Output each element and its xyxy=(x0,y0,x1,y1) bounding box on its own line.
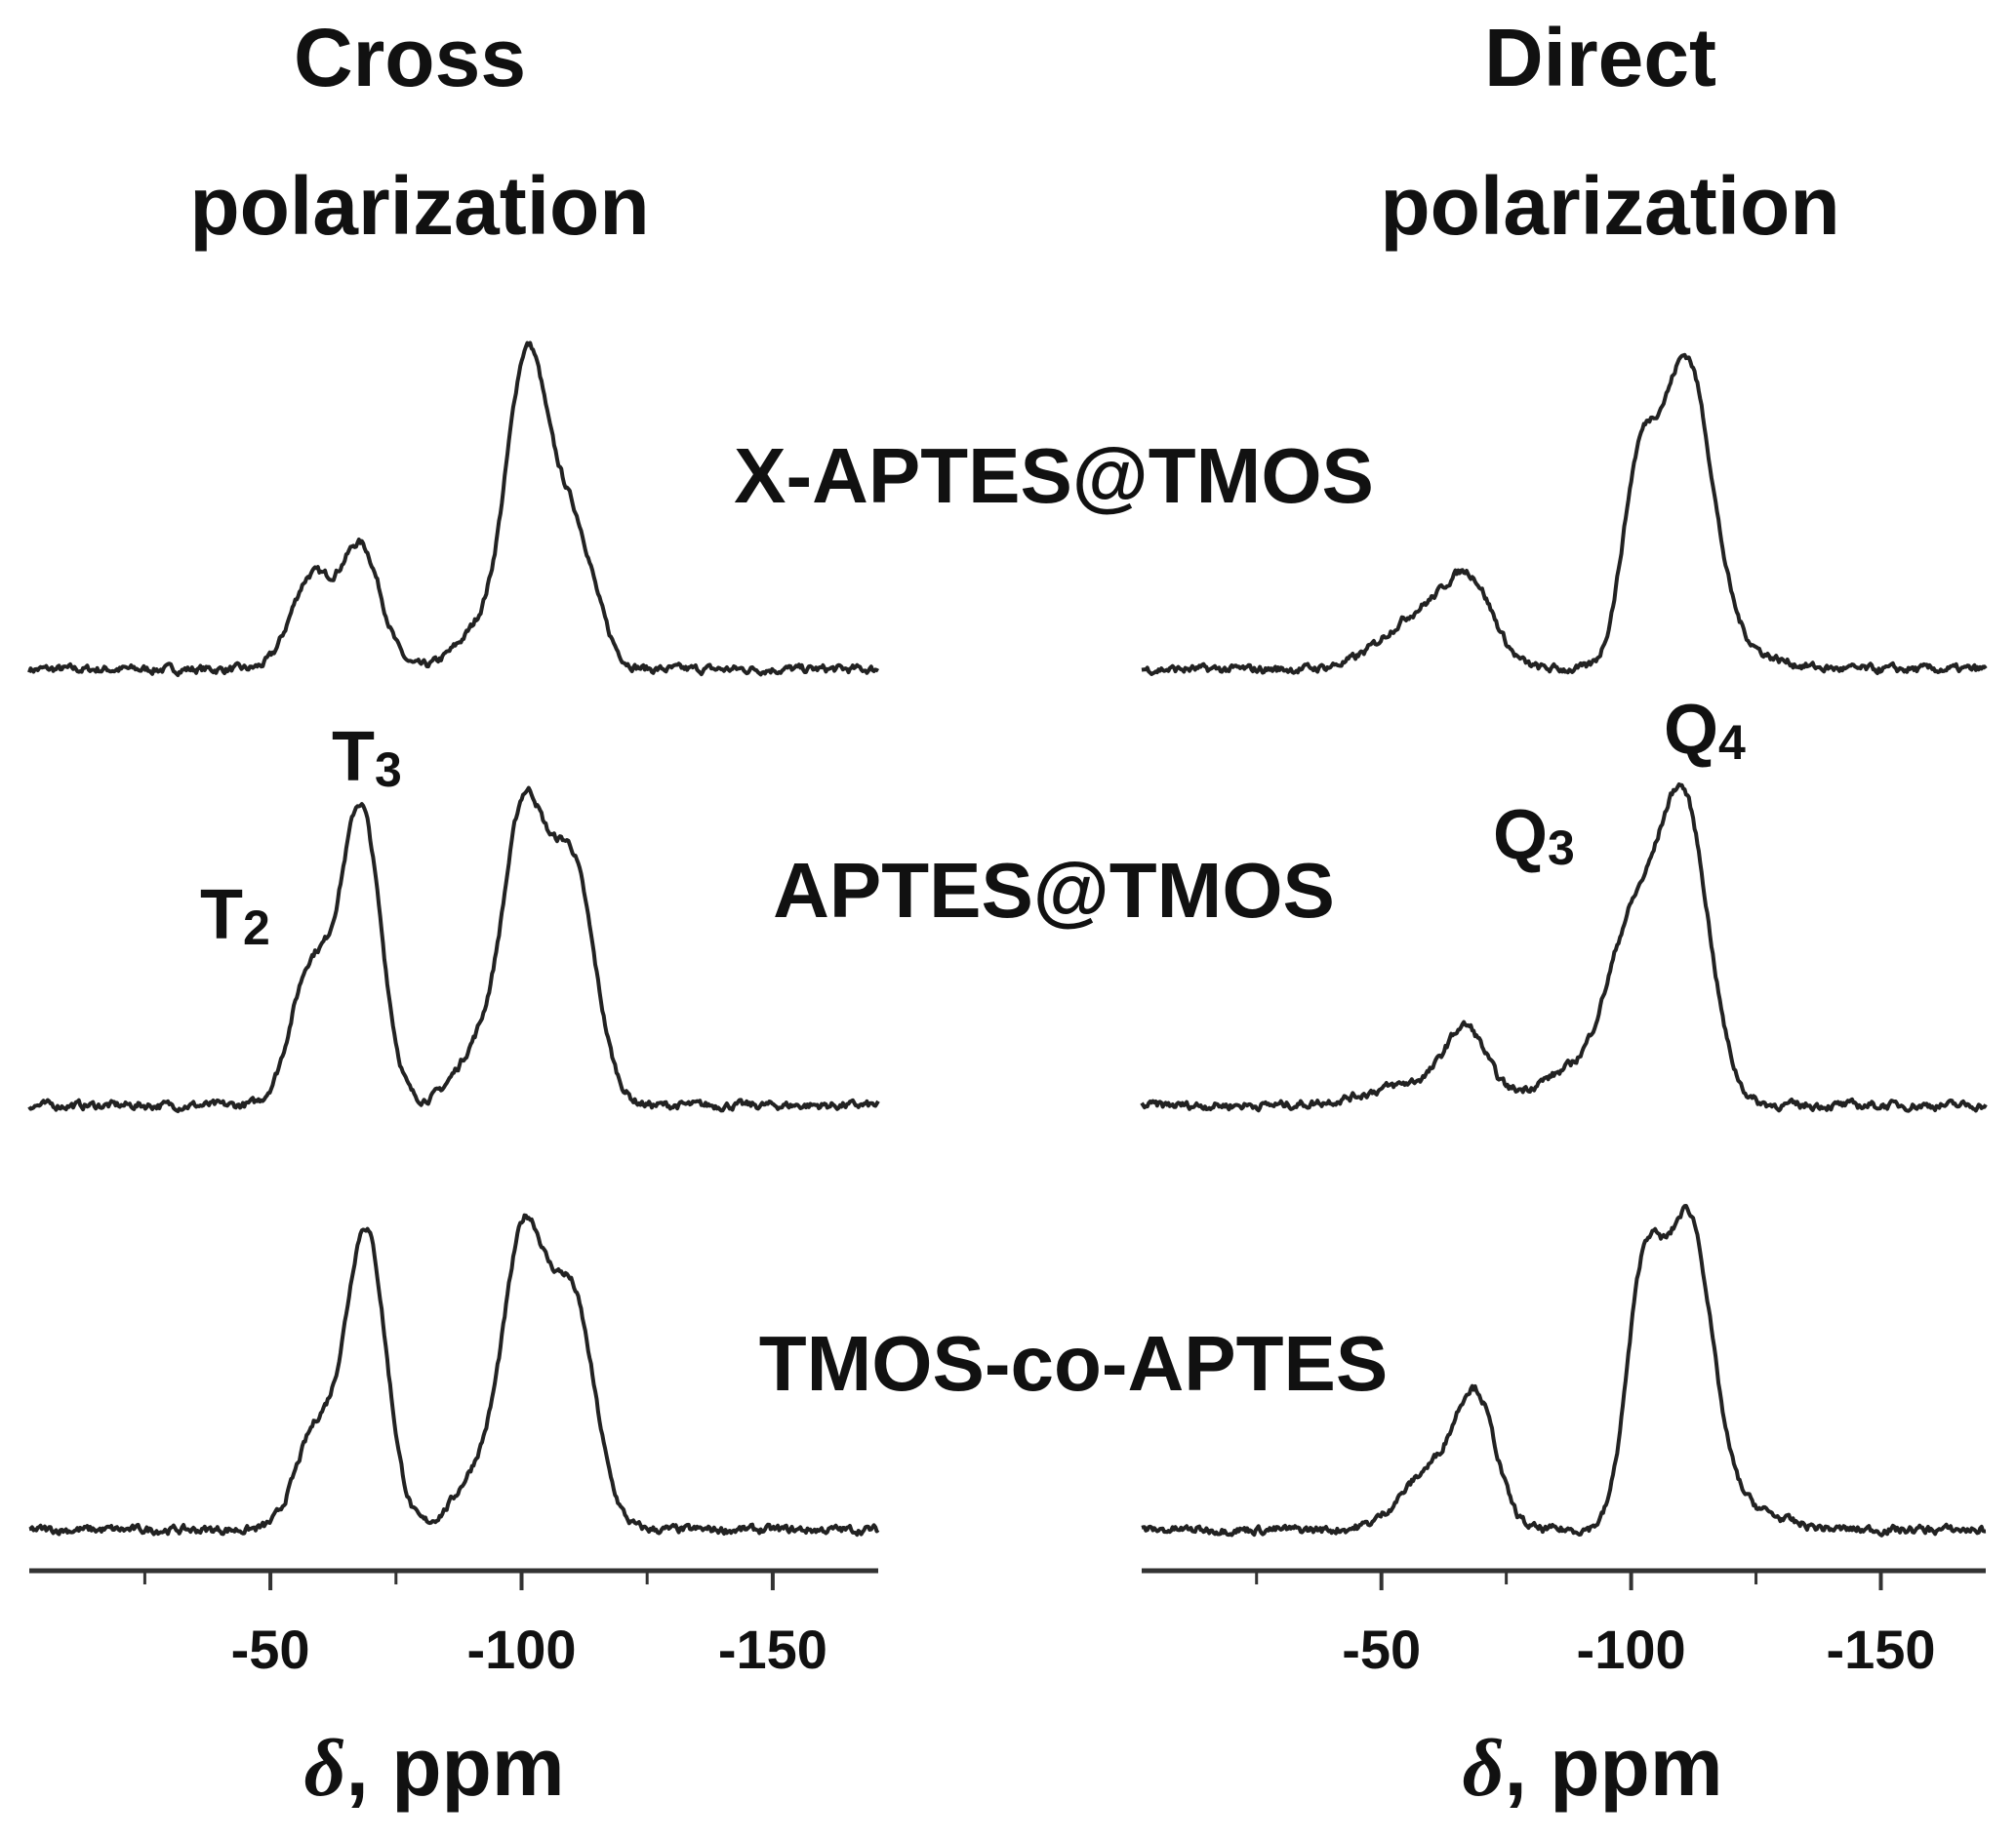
direct-polarization-panel: -50 -100 -150 xyxy=(1140,352,1988,1680)
spectrum-line-tmos-co-aptes xyxy=(1141,1204,1987,1538)
sample-label-x-aptes-tmos: X-APTES@TMOS xyxy=(734,432,1374,519)
x-tick-label: -100 xyxy=(466,1619,576,1680)
panel-title-line-2: polarization xyxy=(189,160,649,252)
sample-label-aptes-tmos: APTES@TMOS xyxy=(773,847,1335,934)
panel-title-line-1: Cross xyxy=(294,12,526,103)
spectrum-line-aptes-tmos xyxy=(27,785,880,1113)
spectrum-line-x-aptes-tmos xyxy=(1141,352,1988,676)
x-axis-label: δ, ppm xyxy=(1462,1721,1722,1814)
x-tick-label: -50 xyxy=(231,1619,310,1680)
annotation-t2: T2 xyxy=(200,876,270,955)
x-axis-label: δ, ppm xyxy=(303,1721,564,1814)
cross-polarization-title: Cross polarization xyxy=(189,12,649,252)
annotation-t3: T3 xyxy=(332,718,402,797)
spectrum-line-aptes-tmos xyxy=(1140,782,1988,1113)
direct-polarization-title: Direct polarization xyxy=(1380,12,1839,252)
x-tick-label: -100 xyxy=(1577,1619,1686,1680)
x-tick-label: -50 xyxy=(1342,1619,1421,1680)
x-tick-label: -150 xyxy=(1826,1619,1935,1680)
sample-label-tmos-co-aptes: TMOS-co-APTES xyxy=(759,1320,1388,1407)
spectrum-line-x-aptes-tmos xyxy=(27,340,880,677)
annotation-q3: Q3 xyxy=(1493,796,1575,875)
panel-title-line-1: Direct xyxy=(1484,12,1716,103)
spectrum-line-tmos-co-aptes xyxy=(28,1213,880,1538)
cross-polarization-panel: -50 -100 -150 xyxy=(27,340,880,1680)
x-tick-label: -150 xyxy=(718,1619,827,1680)
panel-title-line-2: polarization xyxy=(1380,160,1839,252)
annotation-q4: Q4 xyxy=(1664,691,1746,770)
